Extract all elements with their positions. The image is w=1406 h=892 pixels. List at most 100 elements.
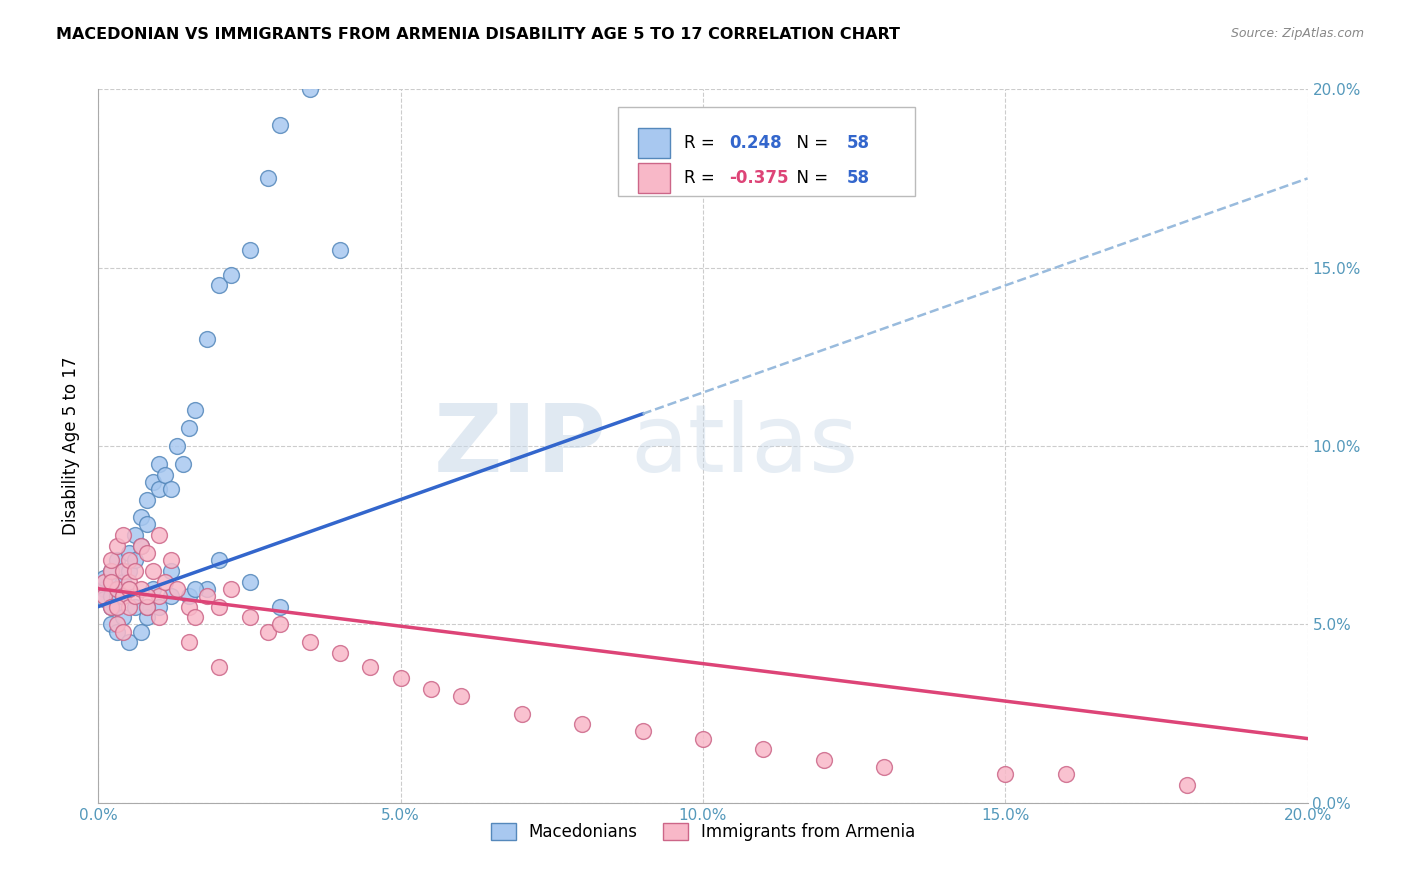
Point (160, 482, 183, 496)
Point (93, 571, 115, 585)
Point (256, 624, 278, 639)
Point (631, 724, 654, 739)
Point (111, 624, 134, 639)
Point (142, 475, 165, 489)
Text: Source: ZipAtlas.com: Source: ZipAtlas.com (1230, 27, 1364, 40)
Point (111, 589, 134, 603)
Point (135, 546, 157, 560)
Point (269, 118, 291, 132)
Point (105, 624, 128, 639)
Point (329, 646, 352, 660)
Point (179, 599, 201, 614)
Point (100, 564, 122, 578)
Point (111, 589, 134, 603)
Point (269, 599, 291, 614)
Point (105, 553, 128, 567)
Point (148, 610, 170, 624)
Point (239, 243, 262, 257)
Point (360, 660, 382, 674)
Point (124, 553, 146, 567)
Point (1054, 767, 1077, 781)
Point (118, 546, 141, 560)
Point (692, 731, 714, 746)
Point (148, 589, 170, 603)
Point (142, 582, 165, 596)
Point (148, 528, 170, 542)
Point (208, 660, 231, 674)
Point (105, 599, 128, 614)
Point (100, 599, 122, 614)
Point (160, 553, 183, 567)
Point (256, 171, 278, 186)
Point (118, 553, 141, 567)
Point (208, 553, 231, 567)
Point (118, 599, 141, 614)
Point (208, 278, 231, 293)
Point (389, 671, 412, 685)
Text: 58: 58 (846, 134, 870, 152)
Point (111, 564, 134, 578)
Point (111, 610, 134, 624)
Point (100, 564, 122, 578)
Point (269, 617, 291, 632)
Point (124, 528, 146, 542)
Point (142, 564, 165, 578)
Point (420, 681, 443, 696)
Point (135, 599, 157, 614)
Point (994, 767, 1017, 781)
Point (153, 574, 176, 589)
Point (148, 482, 170, 496)
Point (124, 599, 146, 614)
Point (105, 582, 128, 596)
Text: R =: R = (683, 169, 720, 187)
Point (329, 243, 352, 257)
Point (105, 582, 128, 596)
Point (184, 403, 207, 417)
Point (221, 582, 243, 596)
Point (571, 717, 593, 731)
Point (184, 610, 207, 624)
Point (221, 268, 243, 282)
Point (153, 467, 176, 482)
Text: MACEDONIAN VS IMMIGRANTS FROM ARMENIA DISABILITY AGE 5 TO 17 CORRELATION CHART: MACEDONIAN VS IMMIGRANTS FROM ARMENIA DI… (56, 27, 900, 42)
Text: atlas: atlas (630, 400, 859, 492)
Point (100, 617, 122, 632)
Point (166, 582, 188, 596)
Legend: Macedonians, Immigrants from Armenia: Macedonians, Immigrants from Armenia (484, 816, 922, 848)
Point (135, 492, 157, 507)
Text: 0.248: 0.248 (730, 134, 782, 152)
Point (195, 589, 218, 603)
Point (100, 599, 122, 614)
Text: ZIP: ZIP (433, 400, 606, 492)
Point (160, 564, 183, 578)
Point (93, 589, 115, 603)
Point (124, 589, 146, 603)
Point (129, 582, 152, 596)
Point (148, 599, 170, 614)
Point (118, 564, 141, 578)
Point (111, 528, 134, 542)
Point (179, 589, 201, 603)
Point (124, 564, 146, 578)
Point (299, 82, 322, 96)
FancyBboxPatch shape (638, 128, 671, 158)
Point (118, 582, 141, 596)
Point (129, 539, 152, 553)
Point (135, 610, 157, 624)
Point (129, 539, 152, 553)
Point (510, 706, 533, 721)
Point (195, 582, 218, 596)
Point (105, 539, 128, 553)
Point (179, 421, 201, 435)
Text: N =: N = (786, 169, 834, 187)
Point (135, 517, 157, 532)
Point (93, 592, 115, 607)
Point (1175, 778, 1198, 792)
Point (105, 589, 128, 603)
Point (118, 635, 141, 649)
Point (93, 574, 115, 589)
Point (208, 599, 231, 614)
Point (129, 510, 152, 524)
FancyBboxPatch shape (638, 163, 671, 194)
Point (105, 599, 128, 614)
